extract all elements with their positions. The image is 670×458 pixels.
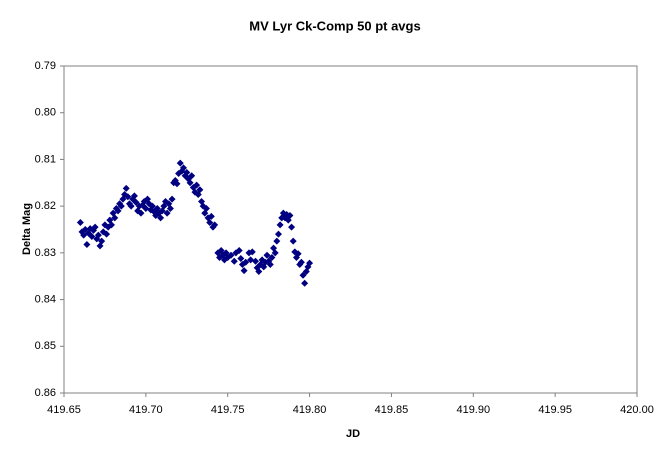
point [211,221,219,229]
point [240,267,248,275]
point [76,218,84,226]
point [268,254,276,262]
point [235,247,243,255]
y-tick-label: 0.86 [35,387,56,399]
point [157,214,165,222]
point [202,204,210,212]
point [227,251,235,259]
point [297,258,305,266]
point [196,186,204,194]
point [114,207,122,215]
point [271,249,279,257]
x-tick-label: 419.90 [456,404,490,416]
point [117,202,125,210]
x-tick-label: 419.75 [211,404,245,416]
point [274,230,282,238]
point [122,184,130,192]
point [188,172,196,180]
x-tick-label: 420.00 [620,404,654,416]
y-tick-label: 0.79 [35,60,56,72]
point [289,237,297,245]
point [183,169,191,177]
point [207,212,215,220]
point [81,226,89,233]
point [193,181,201,189]
point [137,209,145,217]
point [286,211,294,219]
point [248,248,256,256]
x-tick-label: 419.80 [293,404,327,416]
y-tick-label: 0.83 [35,247,56,259]
x-axis-title: JD [346,428,360,440]
point [301,279,309,287]
x-tick-label: 419.70 [129,404,163,416]
point [263,251,271,259]
point [288,223,296,231]
y-tick-label: 0.82 [35,200,56,212]
point [130,192,138,200]
y-axis-title: Delta Mag [21,203,33,255]
point [237,254,245,262]
point [299,271,307,279]
plot-area [63,65,638,394]
point [168,195,176,203]
point [127,202,135,210]
y-tick-label: 0.85 [35,340,56,352]
point [273,237,281,245]
point [294,250,302,258]
y-tick-label: 0.84 [35,293,56,305]
point [186,179,194,187]
y-tick-label: 0.81 [35,153,56,165]
point [103,230,111,238]
point [242,258,250,266]
point [88,233,96,241]
point [163,209,171,217]
chart-title: MV Lyr Ck-Comp 50 pt avgs [249,18,420,33]
point [166,204,174,212]
x-tick-label: 419.65 [47,404,81,416]
point [91,223,99,231]
point [94,231,102,239]
point [276,221,284,229]
point [266,261,274,269]
point [206,218,214,226]
point [173,180,181,188]
point [111,214,119,222]
point [142,204,150,212]
point [132,198,140,206]
x-tick-label: 419.85 [375,404,409,416]
point [98,237,106,245]
point [148,202,156,210]
x-tick-label: 419.95 [538,404,572,416]
point [255,268,263,276]
point [107,221,115,229]
point [306,259,314,267]
point [230,257,238,265]
point [124,193,132,201]
point [180,164,188,172]
point [252,257,260,265]
point [176,159,184,167]
y-tick-label: 0.80 [35,107,56,119]
point [83,240,91,248]
point [247,256,255,264]
